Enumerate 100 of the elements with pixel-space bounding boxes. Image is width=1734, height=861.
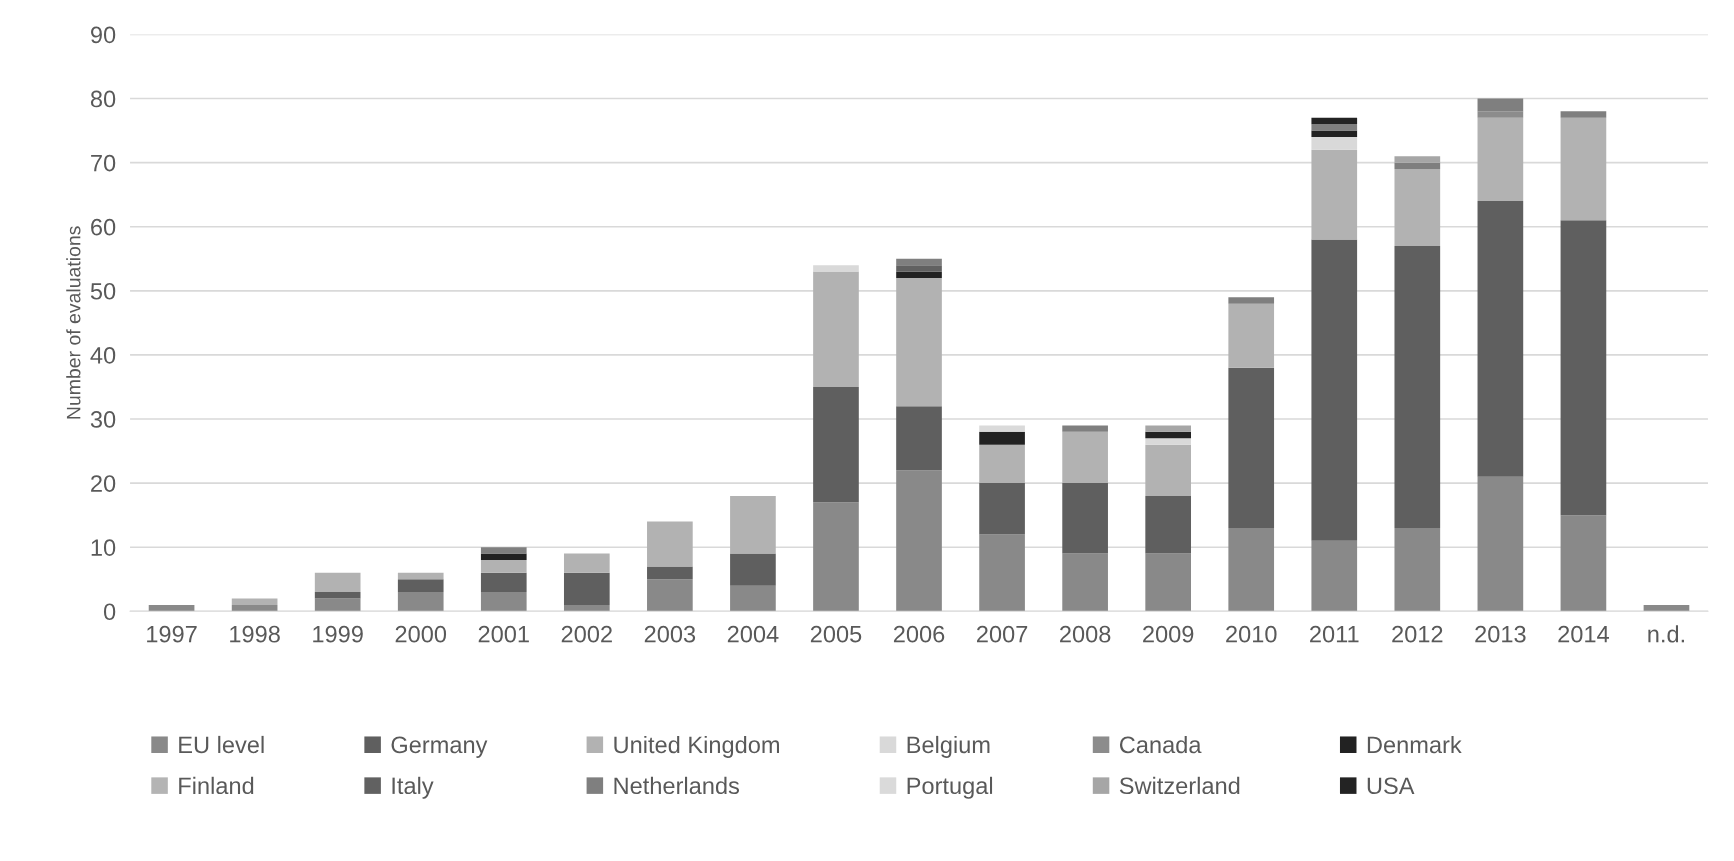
bar: [1311, 130, 1358, 137]
y-tick-label: 20: [91, 475, 116, 492]
bar: [231, 604, 278, 612]
y-tick-label: 50: [90, 282, 116, 300]
bar: [1394, 527, 1441, 612]
bar: [1062, 425, 1108, 432]
bar: [1311, 239, 1358, 541]
bar: [563, 553, 610, 573]
bar: [979, 444, 1025, 484]
bar: [1062, 553, 1108, 612]
bar: [480, 553, 527, 561]
bar: [1477, 98, 1524, 112]
bar: [1145, 425, 1192, 432]
bar: [314, 598, 361, 612]
bar: [397, 572, 444, 580]
bar: [1477, 111, 1524, 118]
bar: [1477, 476, 1524, 612]
bar: [1311, 117, 1358, 125]
bar: [896, 406, 942, 471]
x-tick-label: 2001: [478, 625, 529, 643]
bar: [813, 265, 859, 272]
x-tick-label: 2008: [1060, 625, 1111, 643]
bar: [563, 604, 610, 612]
bar: [979, 425, 1025, 432]
bar: [1560, 111, 1607, 118]
x-tick-label: 2002: [561, 625, 612, 643]
legend-label: Denmark: [1367, 735, 1462, 754]
bar: [480, 592, 527, 612]
bar: [1145, 553, 1192, 612]
bar: [148, 604, 195, 612]
bar: [1228, 303, 1275, 368]
bar: [231, 598, 278, 605]
legend-label: Netherlands: [614, 776, 740, 795]
legend-label: Portugal: [907, 776, 993, 799]
bar: [1062, 431, 1108, 484]
bar: [1643, 604, 1690, 612]
x-tick-label: 2011: [1310, 625, 1359, 643]
bar: [314, 572, 361, 593]
bar: [1560, 220, 1607, 516]
bar: [813, 386, 859, 503]
bar: [1560, 117, 1607, 221]
bar: [1394, 162, 1441, 170]
x-tick-label: 2009: [1143, 625, 1194, 643]
x-tick-label: 2006: [893, 625, 945, 643]
bar: [979, 534, 1025, 612]
bar: [1311, 124, 1358, 131]
y-tick-label: 80: [90, 90, 116, 108]
bar: [1145, 438, 1192, 445]
legend-label: EU level: [179, 735, 264, 754]
bar: [1145, 431, 1192, 439]
x-tick-label: 2014: [1558, 625, 1609, 643]
y-tick-label: 30: [90, 411, 116, 428]
bar: [730, 553, 776, 586]
y-tick-label: 10: [91, 539, 116, 556]
bar: [1394, 156, 1441, 163]
bar: [1145, 444, 1192, 496]
x-tick-label: 2012: [1392, 625, 1443, 643]
bar: [896, 470, 942, 612]
bar: [896, 278, 942, 407]
bar: [730, 585, 776, 612]
legend-label: USA: [1367, 777, 1415, 795]
x-tick-label: 2000: [395, 625, 447, 643]
bar: [1311, 149, 1358, 240]
x-tick-label: 1999: [313, 625, 363, 643]
bar: [397, 592, 444, 612]
legend-label: Belgium: [907, 735, 990, 758]
x-tick-label: n.d.: [1648, 625, 1684, 643]
bar: [1560, 515, 1607, 612]
x-tick-label: 2010: [1226, 625, 1277, 643]
bar: [896, 258, 942, 266]
bar: [813, 502, 859, 612]
bar: [1394, 169, 1441, 246]
x-tick-label: 2005: [810, 625, 862, 643]
bar: [1311, 540, 1358, 612]
y-tick-label: 60: [91, 218, 116, 236]
x-tick-label: 2007: [977, 625, 1028, 643]
bar: [314, 592, 361, 599]
legend-label: Switzerland: [1119, 776, 1240, 795]
bar: [730, 495, 776, 554]
x-tick-label: 1998: [230, 625, 280, 643]
bar: [1477, 117, 1524, 202]
bar: [480, 572, 527, 593]
legend-label: United Kingdom: [614, 735, 779, 758]
legend-label: Finland: [179, 776, 254, 795]
legend-label: Canada: [1119, 735, 1202, 754]
bar: [896, 271, 942, 279]
x-tick-label: 2004: [727, 625, 779, 643]
legend-label: Italy: [392, 776, 434, 799]
bar: [647, 521, 693, 567]
bar: [647, 579, 693, 612]
legend-label: Germany: [391, 736, 488, 758]
y-tick-label: 70: [91, 154, 116, 172]
bar: [1228, 297, 1275, 304]
bar: [397, 579, 444, 593]
y-tick-label: 90: [91, 26, 116, 44]
x-tick-label: 2003: [644, 625, 696, 643]
bar: [647, 566, 693, 580]
bar: [1228, 527, 1275, 612]
bar: [480, 560, 527, 573]
bar: [563, 572, 610, 605]
